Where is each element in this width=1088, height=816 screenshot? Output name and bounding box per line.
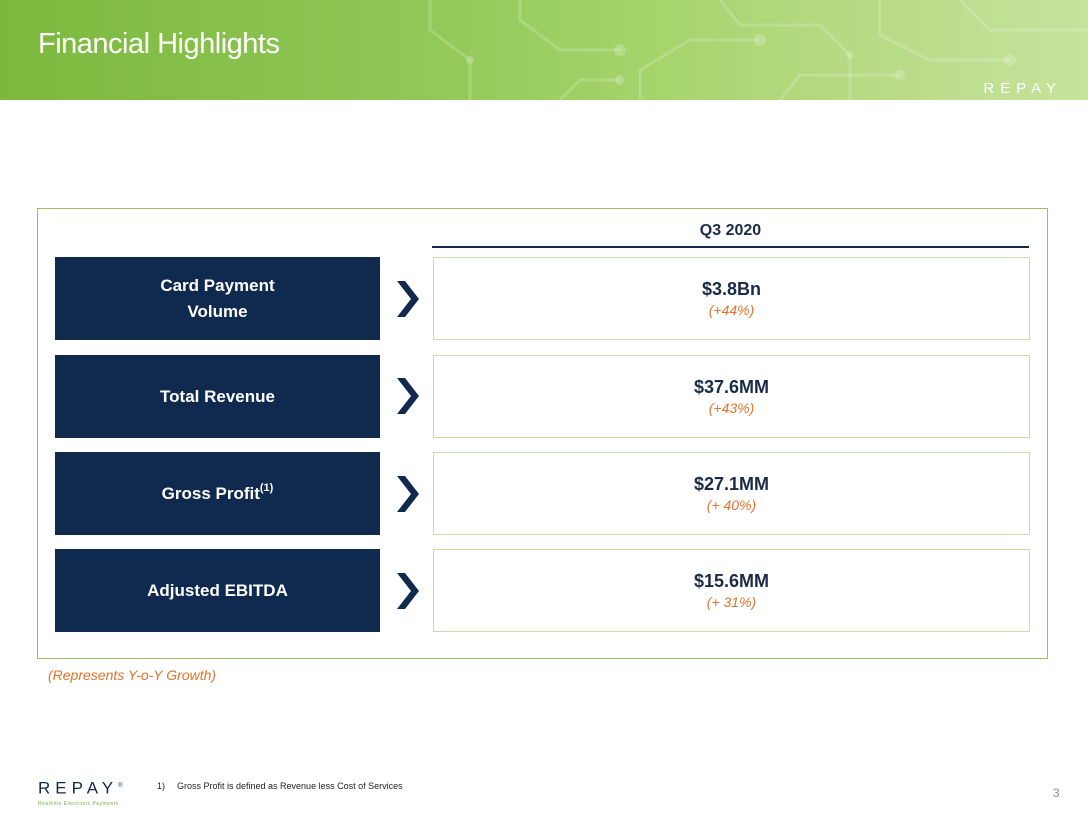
page-number: 3: [1053, 786, 1060, 800]
metric-label-text: Adjusted EBITDA: [147, 580, 288, 600]
metric-value: $27.1MM: [693, 473, 770, 494]
period-header: Q3 2020: [432, 222, 1029, 248]
metric-value-adjusted-ebitda: $15.6MM (+ 31%): [433, 549, 1030, 632]
chevron-right-icon: [397, 378, 419, 414]
metric-label-text: Card Payment Volume: [160, 275, 275, 321]
trademark-symbol: ®: [118, 783, 123, 789]
metric-label-text: Gross Profit: [161, 483, 260, 503]
footer-logo: REPAY® Realtime Electronic Payments: [38, 777, 123, 807]
metric-label-total-revenue: Total Revenue: [55, 355, 380, 438]
metric-growth: (+43%): [708, 399, 755, 416]
circuit-pattern: [428, 0, 1088, 100]
metric-value-gross-profit: $27.1MM (+ 40%): [433, 452, 1030, 535]
chevron-right-icon: [397, 573, 419, 609]
metric-growth: (+ 31%): [706, 593, 757, 610]
chevron-right-icon: [397, 476, 419, 512]
chevron-right-icon: [397, 281, 419, 317]
metric-value: $15.6MM: [693, 570, 770, 591]
metric-label-gross-profit: Gross Profit(1): [55, 452, 380, 535]
footnote-text: Gross Profit is defined as Revenue less …: [177, 781, 403, 791]
metric-value-total-revenue: $37.6MM (+43%): [433, 355, 1030, 438]
metric-label-adjusted-ebitda: Adjusted EBITDA: [55, 549, 380, 632]
footer-brand-text: REPAY: [38, 778, 119, 798]
header-banner: Financial Highlights REPAY: [0, 0, 1088, 100]
growth-note: (Represents Y-o-Y Growth): [48, 667, 217, 683]
metric-value-card-payment-volume: $3.8Bn (+44%): [433, 257, 1030, 340]
brand-logo: REPAY: [983, 80, 1062, 97]
metric-label-card-payment-volume: Card Payment Volume: [55, 257, 380, 340]
highlights-frame: [37, 208, 1048, 659]
metric-value: $37.6MM: [693, 376, 770, 397]
metric-growth: (+ 40%): [706, 496, 757, 513]
footnote: 1) Gross Profit is defined as Revenue les…: [157, 781, 403, 791]
footnote-number: 1): [157, 781, 166, 791]
metric-label-text: Total Revenue: [160, 386, 275, 406]
metric-value: $3.8Bn: [701, 278, 762, 299]
page-title: Financial Highlights: [38, 28, 280, 60]
metric-growth: (+44%): [708, 301, 755, 318]
footer-tagline: Realtime Electronic Payments: [38, 800, 119, 807]
metric-label-footnote-ref: (1): [259, 481, 274, 494]
footer-brand: REPAY®: [38, 777, 123, 798]
